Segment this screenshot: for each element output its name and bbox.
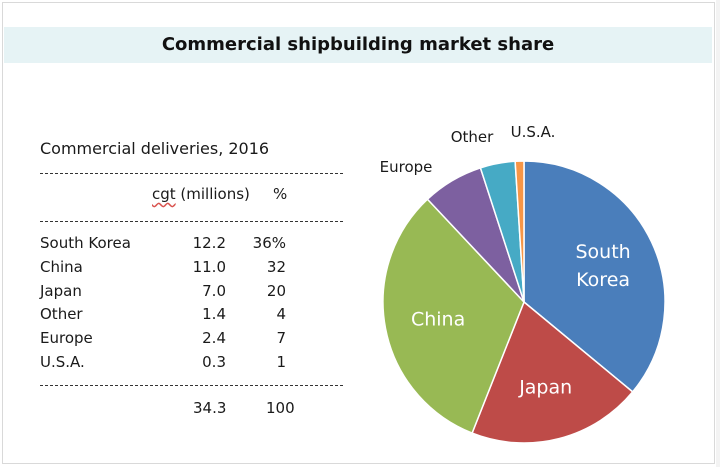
- total-percent: 100: [266, 399, 295, 417]
- pie-slice-u-s-a: [514, 160, 525, 303]
- pie-slice-japan: [471, 300, 634, 444]
- row-percent: 7: [276, 329, 286, 347]
- row-cgt: 7.0: [202, 282, 226, 300]
- row-percent: 4: [276, 305, 286, 323]
- row-cgt: 0.3: [202, 353, 226, 371]
- row-percent: 20: [266, 282, 286, 300]
- chart-title: Commercial shipbuilding market share: [161, 34, 555, 55]
- row-cgt: 12.2: [192, 234, 226, 252]
- pie-slice-china: [382, 198, 525, 435]
- cgt-word: cgt: [152, 185, 176, 203]
- row-cgt: 1.4: [202, 305, 226, 323]
- pie-label: Europe: [380, 158, 433, 176]
- pie-slice-south-korea: [523, 160, 666, 393]
- row-name: Japan: [40, 282, 82, 300]
- pie-label: China: [411, 308, 465, 330]
- table-divider-top: [40, 173, 343, 174]
- table-row: China 11.0 32: [40, 255, 340, 279]
- pie-label: U.S.A.: [511, 123, 556, 141]
- column-header-cgt: cgt (millions): [152, 185, 250, 203]
- row-cgt: 2.4: [202, 329, 226, 347]
- cgt-unit: (millions): [175, 185, 250, 203]
- row-percent: 32: [266, 258, 286, 276]
- row-cgt: 11.0: [192, 258, 226, 276]
- row-name: Europe: [40, 329, 93, 347]
- row-percent: 1: [276, 353, 286, 371]
- row-name: U.S.A.: [40, 353, 85, 371]
- row-name: Other: [40, 305, 83, 323]
- column-header-percent: %: [273, 185, 288, 203]
- table-row: Europe 2.4 7: [40, 326, 340, 350]
- window-edge: [716, 0, 720, 467]
- total-cgt: 34.3: [193, 399, 227, 417]
- row-percent: 36%: [252, 234, 286, 252]
- table-caption: Commercial deliveries, 2016: [40, 139, 270, 158]
- pie-label: Other: [451, 128, 494, 146]
- table-row: U.S.A. 0.3 1: [40, 350, 340, 374]
- pie-label: Japan: [518, 377, 572, 399]
- table-row: Other 1.4 4: [40, 302, 340, 326]
- table-divider-header: [40, 221, 343, 222]
- row-name: China: [40, 258, 83, 276]
- pie-label: South Korea: [575, 241, 630, 291]
- table-row: Japan 7.0 20: [40, 279, 340, 303]
- row-name: South Korea: [40, 234, 131, 252]
- title-band: [4, 27, 712, 63]
- table-row: South Korea 12.2 36%: [40, 231, 340, 255]
- table-divider-bottom: [40, 385, 343, 386]
